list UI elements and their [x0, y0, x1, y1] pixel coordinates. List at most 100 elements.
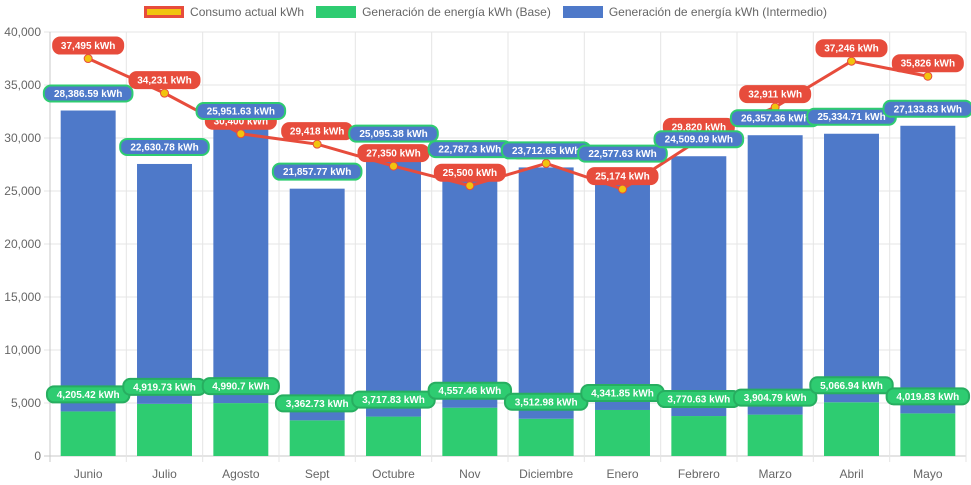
intermedio-data-label-text: 25,095.38 kWh — [359, 129, 427, 140]
base-data-label-text: 4,557.46 kWh — [438, 386, 501, 397]
consumo-point — [847, 56, 856, 66]
base-data-label-bg — [885, 387, 971, 406]
consumo-data-label: 37,495 kWh — [52, 36, 125, 55]
y-axis: 0 5,000 10,000 15,000 20,000 25,000 30,000 35,0… — [4, 25, 41, 463]
consumo-data-label-text: 35,826 kWh — [901, 59, 955, 70]
consumo-point — [236, 129, 246, 139]
base-data-label: 3,362.73 kWh — [274, 394, 360, 413]
x-tick-label: Febrero — [678, 467, 720, 481]
bar-base — [518, 418, 574, 456]
legend-swatch-consumo — [144, 6, 185, 18]
bar-base — [289, 420, 345, 456]
y-tick-label: 15,000 — [4, 290, 41, 304]
consumo-point — [541, 158, 551, 168]
base-data-label: 3,904.79 kWh — [732, 388, 818, 407]
legend-label-intermedio: Generación de energía kWh (Intermedio) — [608, 5, 827, 19]
bar-base — [442, 407, 498, 456]
bars — [60, 110, 956, 456]
base-data-label-text: 3,512.98 kWh — [515, 397, 578, 408]
legend-label-base: Generación de energía kWh (Base) — [362, 5, 551, 19]
base-data-label: 5,066.94 kWh — [809, 376, 894, 395]
base-data-label: 4,557.46 kWh — [427, 381, 513, 400]
bar-intermedio — [213, 128, 269, 404]
consumo-data-label-text: 30,400 kWh — [214, 116, 268, 127]
bar-base — [137, 403, 192, 456]
legend-label-consumo: Consumo actual kWh — [190, 5, 305, 19]
base-data-label: 3,770.63 kWh — [656, 390, 742, 409]
intermedio-data-label: 28,386.59 kWh — [42, 84, 134, 103]
intermedio-data-label: 25,095.38 kWh — [348, 124, 439, 143]
base-data-label-bg — [201, 377, 280, 396]
consumo-data-label-bg — [52, 36, 125, 55]
consumo-data-label-bg — [433, 163, 506, 182]
bar-intermedio — [747, 135, 803, 415]
intermedio-data-label-text: 22,577.63 kWh — [588, 149, 656, 160]
bar-base — [824, 402, 879, 456]
consumo-point — [312, 139, 322, 149]
chart-legend: Consumo actual kWh Generación de energía… — [0, 5, 971, 19]
data-labels: 37,495 kWh 34,231 kWh 30,400 kWh 29,418 kWh… — [42, 36, 971, 413]
y-tick-label: 20,000 — [4, 237, 41, 251]
base-data-label-text: 4,919.73 kWh — [133, 382, 196, 393]
base-data-label: 4,919.73 kWh — [122, 377, 207, 396]
consumo-point — [618, 184, 627, 194]
x-tick-label: Junio — [74, 467, 103, 481]
legend-item-consumo[interactable]: Consumo actual kWh — [144, 5, 304, 19]
y-tick-label: 40,000 — [4, 25, 41, 39]
intermedio-data-label-bg — [348, 124, 439, 143]
base-data-label-text: 4,205.42 kWh — [57, 390, 120, 401]
consumo-point — [923, 71, 933, 81]
intermedio-data-label-bg — [119, 137, 210, 156]
x-tick-label: Agosto — [222, 467, 260, 481]
consumo-data-label-text: 32,911 kWh — [748, 90, 802, 101]
intermedio-data-label-text: 22,630.78 kWh — [130, 142, 198, 153]
base-data-label-text: 4,019.83 kWh — [896, 392, 959, 403]
y-tick-label: 30,000 — [4, 131, 41, 145]
bar-intermedio — [671, 156, 727, 417]
base-data-label: 3,717.83 kWh — [351, 390, 436, 409]
legend-item-intermedio[interactable]: Generación de energía kWh (Intermedio) — [562, 5, 827, 19]
consumo-data-label: 25,500 kWh — [433, 163, 506, 182]
consumo-point — [389, 161, 398, 171]
bar-intermedio — [595, 170, 650, 410]
consumo-data-label: 37,246 kWh — [815, 39, 888, 58]
x-tick-label: Diciembre — [519, 467, 573, 481]
base-data-label: 4,205.42 kWh — [45, 385, 131, 404]
base-data-label-bg — [427, 381, 513, 400]
y-tick-label: 35,000 — [4, 78, 41, 92]
base-data-label: 4,341.85 kWh — [580, 383, 665, 402]
consumo-data-label: 35,826 kWh — [891, 54, 964, 73]
y-tick-label: 0 — [34, 449, 41, 463]
x-tick-label: Enero — [606, 467, 638, 481]
bar-intermedio — [289, 188, 345, 421]
legend-swatch-intermedio — [562, 6, 603, 18]
bar-base — [595, 409, 650, 456]
consumo-data-label-text: 25,500 kWh — [443, 168, 497, 179]
base-data-label-text: 3,717.83 kWh — [362, 395, 425, 406]
consumo-data-label: 32,911 kWh — [739, 85, 812, 104]
bar-base — [747, 414, 803, 456]
x-tick-label: Mayo — [913, 467, 943, 481]
bar-base — [900, 413, 956, 456]
x-tick-label: Julio — [152, 467, 177, 481]
base-data-label: 3,512.98 kWh — [503, 392, 589, 411]
intermedio-data-label-bg — [577, 144, 668, 163]
y-tick-label: 5,000 — [11, 396, 41, 410]
base-data-label-text: 5,066.94 kWh — [820, 381, 883, 392]
base-data-label-bg — [732, 388, 818, 407]
x-axis: Junio Julio Agosto Sept Octubre Nov Diciembre E… — [74, 467, 943, 481]
intermedio-data-label: 22,630.78 kWh — [119, 137, 210, 156]
intermedio-data-label-bg — [195, 102, 287, 121]
base-data-label: 4,019.83 kWh — [885, 387, 971, 406]
intermedio-data-label-bg — [271, 162, 363, 181]
consumo-data-label-text: 37,246 kWh — [824, 44, 878, 55]
legend-item-base[interactable]: Generación de energía kWh (Base) — [316, 5, 551, 19]
consumo-data-label-text: 29,418 kWh — [290, 127, 344, 138]
bar-base — [671, 416, 727, 456]
consumo-data-label-bg — [739, 85, 812, 104]
intermedio-data-label-text: 26,357.36 kWh — [741, 114, 809, 125]
intermedio-data-label-bg — [42, 84, 134, 103]
intermedio-data-label-text: 22,787.3 kWh — [438, 145, 501, 156]
consumo-point — [160, 88, 169, 98]
